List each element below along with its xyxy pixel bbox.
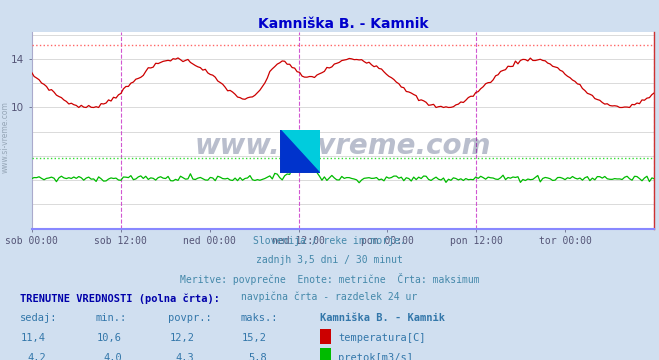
Text: www.si-vreme.com: www.si-vreme.com — [195, 132, 491, 160]
Text: 12,2: 12,2 — [169, 333, 194, 343]
Text: min.:: min.: — [96, 313, 127, 323]
Text: Meritve: povprečne  Enote: metrične  Črta: maksimum: Meritve: povprečne Enote: metrične Črta:… — [180, 273, 479, 285]
Text: sedaj:: sedaj: — [20, 313, 57, 323]
Text: 4,0: 4,0 — [103, 353, 122, 360]
Polygon shape — [280, 130, 320, 173]
Text: navpična črta - razdelek 24 ur: navpična črta - razdelek 24 ur — [241, 292, 418, 302]
Text: 10,6: 10,6 — [97, 333, 122, 343]
Text: maks.:: maks.: — [241, 313, 278, 323]
Text: www.si-vreme.com: www.si-vreme.com — [1, 101, 10, 173]
Text: Kamniška B. - Kamnik: Kamniška B. - Kamnik — [320, 313, 445, 323]
Text: 4,3: 4,3 — [176, 353, 194, 360]
Text: 5,8: 5,8 — [248, 353, 267, 360]
Text: Slovenija / reke in morje.: Slovenija / reke in morje. — [253, 236, 406, 246]
Text: temperatura[C]: temperatura[C] — [338, 333, 426, 343]
Title: Kamniška B. - Kamnik: Kamniška B. - Kamnik — [258, 17, 428, 31]
Text: 15,2: 15,2 — [242, 333, 267, 343]
Text: pretok[m3/s]: pretok[m3/s] — [338, 353, 413, 360]
Text: 11,4: 11,4 — [21, 333, 46, 343]
Text: zadnjh 3,5 dni / 30 minut: zadnjh 3,5 dni / 30 minut — [256, 255, 403, 265]
Text: 4,2: 4,2 — [28, 353, 46, 360]
Text: povpr.:: povpr.: — [168, 313, 212, 323]
Text: TRENUTNE VREDNOSTI (polna črta):: TRENUTNE VREDNOSTI (polna črta): — [20, 293, 219, 304]
Polygon shape — [280, 130, 320, 173]
